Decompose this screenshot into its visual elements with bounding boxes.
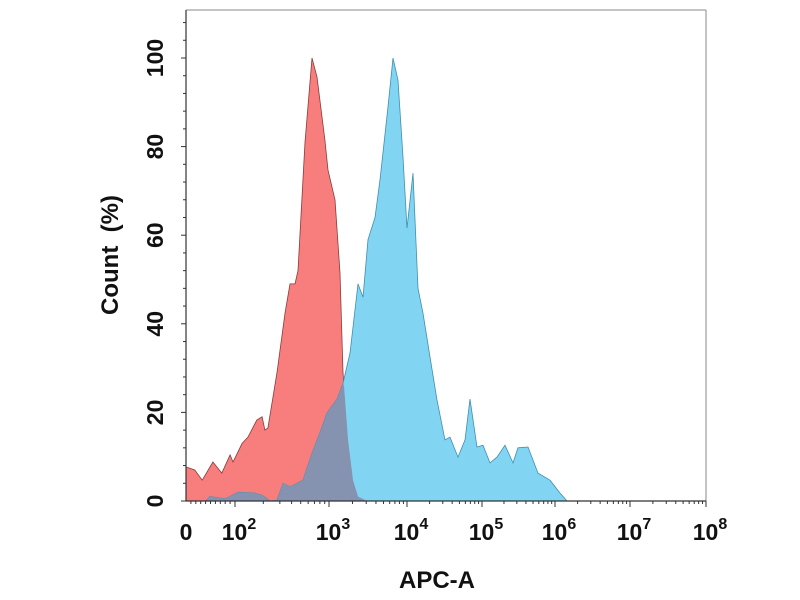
x-tick-labels: 0 102 103 104 105 106 107 108: [180, 516, 728, 545]
y-tick-label: 100: [142, 39, 168, 77]
x-tick-label: 107: [617, 516, 652, 545]
x-tick-exponent: 6: [567, 516, 576, 533]
x-tick-base: 10: [542, 519, 568, 545]
x-tick-base: 10: [316, 519, 342, 545]
x-tick-label: 105: [469, 516, 504, 545]
x-tick-exponent: 8: [718, 516, 727, 533]
y-tick-label: 60: [142, 222, 168, 248]
x-tick-label: 104: [394, 516, 429, 545]
x-axis-title: APC-A: [399, 567, 475, 594]
x-tick-exponent: 3: [341, 516, 350, 533]
x-tick-label: 103: [316, 516, 351, 545]
x-tick-exponent: 7: [642, 516, 651, 533]
x-tick-base: 10: [222, 519, 248, 545]
x-tick-exponent: 5: [494, 516, 503, 533]
y-tick-label: 0: [142, 495, 168, 508]
x-tick-exponent: 4: [419, 516, 428, 533]
x-tick-base: 10: [394, 519, 420, 545]
plot-area: [185, 57, 706, 502]
x-tick-label: 102: [222, 516, 257, 545]
y-tick-label: 20: [142, 400, 168, 426]
x-tick-exponent: 2: [247, 516, 256, 533]
x-tick-base: 0: [180, 519, 193, 545]
y-tick-labels: 0 20 40 60 80 100: [142, 39, 168, 508]
y-axis-title: Count (%): [97, 195, 124, 315]
x-tick-label: 0: [180, 519, 193, 545]
x-tick-base: 10: [617, 519, 643, 545]
y-tick-label: 40: [142, 311, 168, 337]
axes: [181, 9, 707, 507]
histogram-overlap: [186, 383, 706, 501]
x-tick-label: 106: [542, 516, 577, 545]
histogram-series-2: [186, 57, 568, 502]
y-tick-label: 80: [142, 134, 168, 160]
x-tick-base: 10: [469, 519, 495, 545]
x-tick-base: 10: [693, 519, 719, 545]
x-tick-label: 108: [693, 516, 728, 545]
